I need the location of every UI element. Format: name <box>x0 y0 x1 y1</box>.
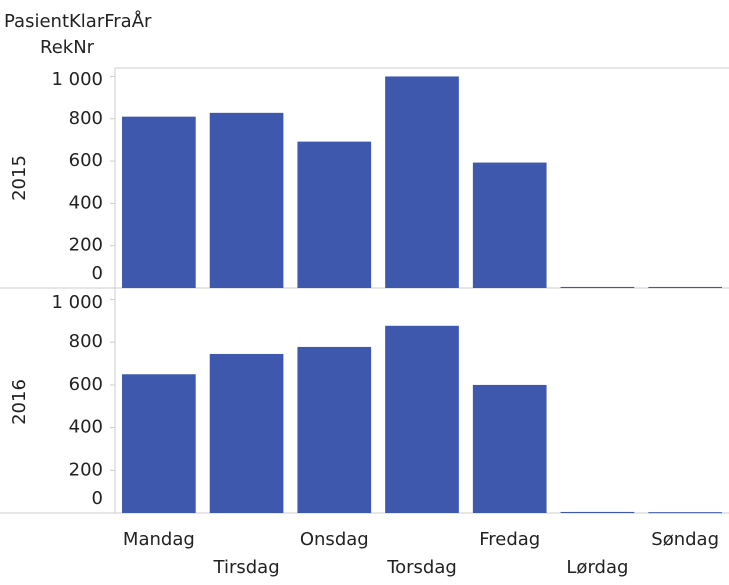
bar <box>297 141 372 288</box>
y-tick-label: 200 <box>69 235 103 256</box>
y-tick-label: 800 <box>69 331 103 352</box>
bar <box>472 384 547 513</box>
panel-label: 2016 <box>9 379 30 425</box>
y-tick-label: 400 <box>69 192 103 213</box>
bar <box>560 511 635 513</box>
axis-label: RekNr <box>40 37 95 58</box>
bar <box>385 325 459 513</box>
bar <box>209 112 284 288</box>
y-tick-label: 200 <box>69 459 103 480</box>
x-tick-label: Søndag <box>651 529 719 550</box>
y-tick-label: 600 <box>69 374 103 395</box>
x-tick-label: Torsdag <box>386 557 457 578</box>
bar <box>648 286 722 288</box>
x-tick-label: Tirsdag <box>213 557 280 578</box>
bar <box>472 162 547 288</box>
bar <box>385 76 459 288</box>
y-tick-label: 1 000 <box>51 292 103 313</box>
y-tick-label: 0 <box>92 488 103 509</box>
bar <box>209 353 284 513</box>
panel-label: 2015 <box>9 155 30 201</box>
x-tick-label: Fredag <box>479 529 540 550</box>
header-title: PasientKlarFraÅr <box>4 10 152 32</box>
x-tick-label: Lørdag <box>566 557 628 578</box>
bar <box>122 374 196 513</box>
y-tick-label: 1 000 <box>51 69 103 90</box>
bar <box>122 116 196 289</box>
x-tick-label: Mandag <box>123 529 195 550</box>
y-tick-label: 400 <box>69 417 103 438</box>
bar <box>648 512 722 514</box>
x-tick-label: Onsdag <box>300 529 369 550</box>
bar <box>560 286 635 288</box>
y-tick-label: 0 <box>92 263 103 284</box>
y-tick-label: 800 <box>69 108 103 129</box>
bar <box>297 346 372 513</box>
y-tick-label: 600 <box>69 150 103 171</box>
